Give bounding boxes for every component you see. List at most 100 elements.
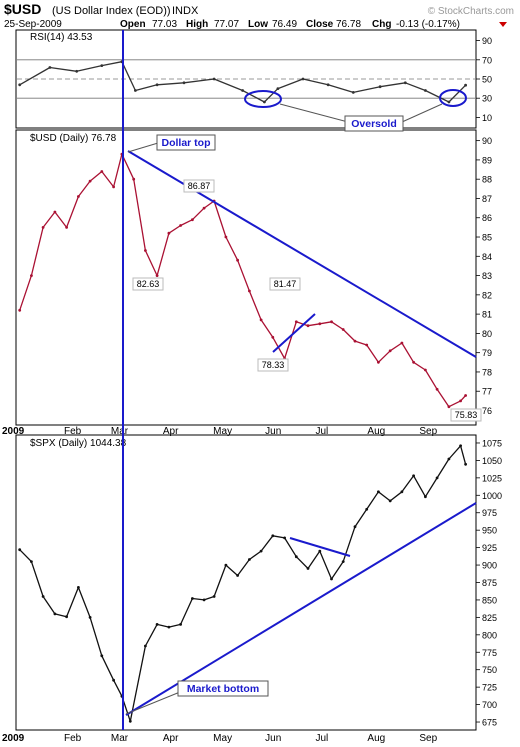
label-86-87-box xyxy=(183,179,215,193)
spx-point-35 xyxy=(424,495,427,499)
dollar-top-pointer xyxy=(127,142,159,153)
spx-point-15 xyxy=(191,597,194,600)
spx-point-22 xyxy=(271,534,275,538)
spx-ytick-label-950: 950 xyxy=(482,526,497,536)
down-triangle-icon xyxy=(499,22,507,27)
spx-point-17 xyxy=(212,595,216,598)
spx-point-25 xyxy=(306,567,310,570)
usd-xtick-label-4: May xyxy=(213,426,232,437)
oversold-label: Oversold xyxy=(351,118,397,130)
ohlc-low-value: 76.49 xyxy=(272,19,297,30)
usd-point-20 xyxy=(248,289,251,293)
spx-point-33 xyxy=(400,490,404,494)
spx-xtick-label-0: 2009 xyxy=(2,733,25,744)
usd-ytick-label-84: 84 xyxy=(482,252,492,262)
usd-ytick-label-87: 87 xyxy=(482,194,492,204)
market-bottom-label: Market bottom xyxy=(187,683,259,695)
usd-point-7 xyxy=(100,170,104,173)
rsi-point-2 xyxy=(75,69,79,73)
spx-point-23 xyxy=(283,536,286,540)
usd-xtick-label-3: Apr xyxy=(163,426,179,437)
ohlc-high-value: 77.07 xyxy=(214,19,239,30)
ohlc-low-label: Low xyxy=(248,19,268,30)
spx-point-6 xyxy=(88,616,92,619)
rsi-ytick-label-10: 10 xyxy=(482,113,492,123)
label-82-63-box xyxy=(132,277,164,291)
usd-point-14 xyxy=(179,224,183,227)
oversold-pointer-right xyxy=(401,103,443,123)
spx-point-18 xyxy=(224,563,228,567)
spx-point-21 xyxy=(259,549,263,553)
usd-point-33 xyxy=(400,341,404,345)
usd-series-line xyxy=(19,153,467,408)
oversold-label-box xyxy=(344,115,404,132)
usd-point-13 xyxy=(167,231,171,235)
spx-point-28 xyxy=(341,560,345,563)
usd-point-16 xyxy=(202,206,206,210)
chart-exchange: INDX xyxy=(172,5,199,17)
rsi-point-5 xyxy=(134,89,137,92)
spx-ytick-label-825: 825 xyxy=(482,613,497,623)
usd-xtick-label-1: Feb xyxy=(64,426,82,437)
spx-point-2 xyxy=(41,595,45,598)
usd-point-15 xyxy=(191,218,194,222)
ohlc-close-value: 76.78 xyxy=(336,19,361,30)
oversold-ellipse-september xyxy=(439,89,467,107)
usd-ytick-label-86: 86 xyxy=(482,213,492,223)
spx-xtick-label-3: Apr xyxy=(163,733,179,744)
usd-ytick-label-83: 83 xyxy=(482,271,492,281)
usd-point-5 xyxy=(77,195,80,198)
spx-point-11 xyxy=(144,644,147,648)
usd-point-22 xyxy=(271,335,275,339)
usd-point-38 xyxy=(459,399,462,403)
usd-xtick-label-2: Mar xyxy=(111,426,129,437)
spx-point-10 xyxy=(128,719,132,723)
spx-point-24 xyxy=(294,555,298,559)
rsi-point-10 xyxy=(263,100,266,104)
spx-point-34 xyxy=(412,474,415,478)
label-81-47-box xyxy=(269,277,301,291)
usd-xtick-label-6: Jul xyxy=(315,426,328,437)
ohlc-chg-value: -0.13 (-0.17%) xyxy=(396,19,460,30)
spx-point-1 xyxy=(30,560,33,563)
spx-xtick-label-6: Jul xyxy=(315,733,328,744)
usd-point-8 xyxy=(112,185,115,189)
label-86-87: 86.87 xyxy=(188,181,211,191)
spx-ytick-label-750: 750 xyxy=(482,665,497,675)
usd-point-18 xyxy=(224,235,228,239)
usd-point-21 xyxy=(259,318,263,322)
usd-point-6 xyxy=(88,179,92,183)
spx-ytick-label-675: 675 xyxy=(482,718,497,728)
spx-short-downtrend-line xyxy=(289,537,351,557)
usd-point-26 xyxy=(318,322,322,326)
spx-point-8 xyxy=(112,678,115,682)
usd-point-24 xyxy=(294,320,298,324)
usd-ytick-label-89: 89 xyxy=(482,155,492,165)
spx-panel-title: $SPX (Daily) 1044.38 xyxy=(30,438,127,449)
spx-xtick-label-1: Feb xyxy=(64,733,82,744)
spx-xtick-label-7: Aug xyxy=(367,733,385,744)
rsi-point-12 xyxy=(301,77,305,81)
label-82-63: 82.63 xyxy=(137,279,160,289)
rsi-point-11 xyxy=(276,87,280,90)
rsi-ytick-label-70: 70 xyxy=(482,55,492,65)
rsi-point-0 xyxy=(18,83,22,87)
rsi-point-6 xyxy=(155,83,159,87)
spx-ytick-label-725: 725 xyxy=(482,683,497,693)
chart-symbol-name: (US Dollar Index (EOD)) xyxy=(52,5,171,17)
usd-point-2 xyxy=(41,226,45,229)
ohlc-open-value: 77.03 xyxy=(152,19,177,30)
usd-panel-title: $USD (Daily) 76.78 xyxy=(30,133,117,144)
oversold-ellipse-june xyxy=(244,90,282,108)
usd-xtick-label-7: Aug xyxy=(367,426,385,437)
spx-point-7 xyxy=(100,654,104,658)
usd-ytick-label-79: 79 xyxy=(482,348,492,358)
rsi-point-9 xyxy=(241,89,245,92)
spx-xtick-label-4: May xyxy=(213,733,232,744)
usd-plot: 76 77 78 79 80 81 82 83 84 85 86 87 88 89 90 xyxy=(18,136,492,416)
x-axis-labels: 2009 Feb Mar Apr May Jun Jul Aug Sep 2009 Feb Mar Ap… xyxy=(2,426,438,744)
usd-ytick-label-77: 77 xyxy=(482,387,492,397)
usd-point-10 xyxy=(132,177,136,181)
usd-point-34 xyxy=(412,360,415,364)
